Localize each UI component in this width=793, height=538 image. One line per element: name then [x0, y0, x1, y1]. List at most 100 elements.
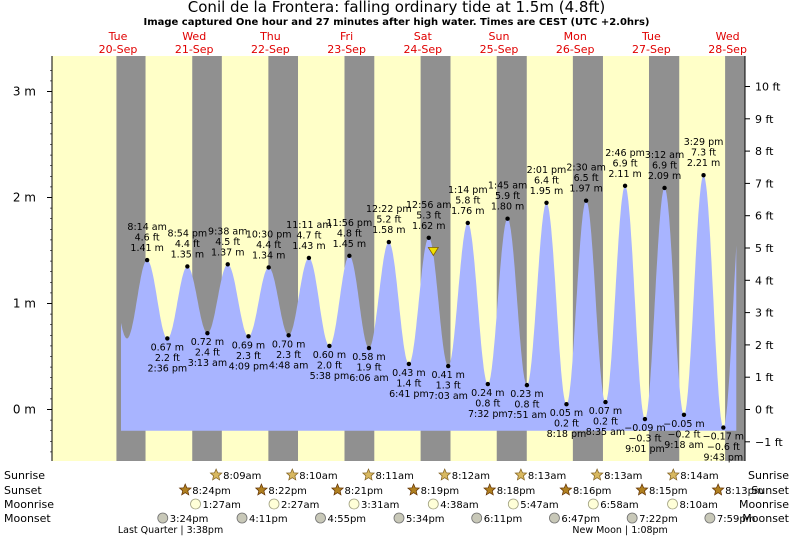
low-tide-ft: 0.2 ft [554, 419, 579, 430]
low-tide-m: 0.67 m [151, 342, 184, 353]
low-tide-m: −0.17 m [703, 432, 744, 443]
high-tide-ft: 6.9 ft [613, 158, 638, 169]
high-tide-ft: 4.8 ft [337, 228, 362, 239]
high-tide-time: 9:38 am [208, 226, 247, 237]
moonrise-icon [268, 498, 280, 510]
low-tide-m: 0.41 m [431, 370, 464, 381]
low-tide-ft: −0.2 ft [667, 429, 700, 440]
moonrise-time: 1:27am [203, 500, 241, 511]
high-tide-time: 3:29 pm [684, 137, 724, 148]
moonset-icon [236, 512, 248, 524]
low-tide-point [205, 330, 210, 336]
sunset-time: 8:15pm [649, 486, 688, 497]
high-tide-ft: 4.6 ft [135, 233, 160, 244]
sunset-time: 8:19pm [421, 486, 460, 497]
high-tide-point [185, 264, 190, 269]
sunrise-icon [590, 468, 604, 481]
high-tide-point [225, 262, 230, 267]
y-tick-label-ft: 4 ft [755, 274, 774, 287]
sunset-icon [483, 483, 497, 496]
high-tide-ft: 5.3 ft [416, 210, 441, 221]
high-tide-point [266, 265, 271, 270]
y-tick-label-ft: 0 ft [755, 404, 774, 417]
high-tide-m: 1.45 m [333, 239, 366, 250]
low-tide-ft: 2.3 ft [236, 351, 261, 362]
sunset-icon [559, 483, 573, 496]
day-date: 24-Sep [403, 43, 442, 56]
y-tick-label-ft: 5 ft [755, 242, 774, 255]
low-tide-m: 0.72 m [191, 337, 224, 348]
high-tide-point [306, 255, 312, 261]
low-tide-time: 3:13 am [188, 358, 227, 369]
low-tide-time: 8:18 pm [547, 429, 587, 440]
moonset-icon [315, 512, 326, 524]
astro-row-label-left: Sunrise [4, 469, 45, 482]
sunset-icon [178, 483, 192, 496]
sunrise-icon [666, 468, 680, 481]
high-tide-ft: 6.9 ft [652, 160, 677, 171]
sunset-time: 8:22pm [268, 486, 307, 497]
high-tide-m: 1.43 m [292, 241, 325, 252]
high-tide-m: 2.21 m [687, 158, 720, 169]
low-tide-point [366, 345, 372, 351]
high-tide-time: 1:14 pm [448, 185, 488, 196]
sunset-time: 8:21pm [344, 486, 383, 497]
moonset-time: 7:59pm [717, 514, 756, 525]
day-date: 27-Sep [632, 43, 671, 56]
high-tide-point [426, 235, 431, 240]
low-tide-ft: 2.3 ft [276, 350, 301, 361]
low-tide-time: 8:35 am [586, 427, 625, 438]
low-tide-point [406, 361, 412, 367]
moonset-time: 3:24pm [170, 514, 209, 525]
high-tide-time: 11:56 pm [327, 218, 373, 229]
tide-area [121, 175, 737, 431]
moonset-time: 6:11pm [484, 514, 523, 525]
moonset-icon [549, 512, 560, 524]
low-tide-point [642, 416, 648, 422]
high-tide-time: 8:14 am [127, 222, 166, 233]
low-tide-point [327, 343, 332, 349]
low-tide-point [564, 402, 569, 407]
sunrise-icon [514, 468, 528, 481]
sunrise-icon [361, 468, 376, 481]
astro-row-label-right: Moonrise [739, 498, 789, 511]
low-tide-time: 4:09 pm [229, 361, 269, 372]
low-tide-time: 9:18 am [664, 440, 703, 451]
high-tide-ft: 5.9 ft [495, 191, 520, 202]
y-tick-label-m: 3 m [13, 85, 36, 99]
high-tide-ft: 4.4 ft [175, 239, 200, 250]
moonrise-time: 4:38am [440, 500, 478, 511]
high-tide-ft: 5.8 ft [455, 195, 480, 206]
high-tide-time: 2:01 pm [527, 165, 567, 176]
low-tide-m: −0.05 m [663, 419, 704, 430]
high-tide-ft: 4.5 ft [215, 237, 240, 248]
y-tick-label-ft: 3 ft [755, 307, 774, 320]
sunset-time: 8:18pm [497, 486, 536, 497]
low-tide-point [446, 363, 451, 369]
low-tide-point [485, 381, 491, 387]
high-tide-ft: 6.4 ft [534, 175, 559, 186]
moon-phase-label: Last Quarter | 3:38pm [118, 525, 223, 536]
day-date: 20-Sep [99, 43, 138, 56]
low-tide-ft: 1.9 ft [356, 363, 381, 374]
low-tide-m: 0.07 m [589, 406, 622, 417]
sunrise-time: 8:11am [376, 471, 414, 482]
low-tide-m: 0.58 m [352, 352, 385, 363]
astro-row-label-right: Sunrise [748, 469, 789, 482]
day-name: Sat [414, 30, 433, 43]
low-tide-m: 0.60 m [313, 350, 346, 361]
sunset-icon [407, 483, 421, 496]
sunset-icon [635, 483, 649, 496]
moonset-time: 5:34pm [406, 514, 445, 525]
sunrise-time: 8:13am [528, 471, 566, 482]
astro-row-label-left: Sunset [4, 484, 42, 497]
astro-row-label-left: Moonset [4, 512, 51, 525]
low-tide-time: 6:41 pm [389, 389, 429, 400]
low-tide-m: 0.23 m [510, 389, 543, 400]
day-date: 22-Sep [251, 43, 290, 56]
low-tide-ft: −0.3 ft [628, 434, 661, 445]
day-name: Wed [716, 30, 740, 43]
low-tide-time: 7:32 pm [468, 409, 508, 420]
high-tide-m: 1.62 m [412, 221, 445, 232]
